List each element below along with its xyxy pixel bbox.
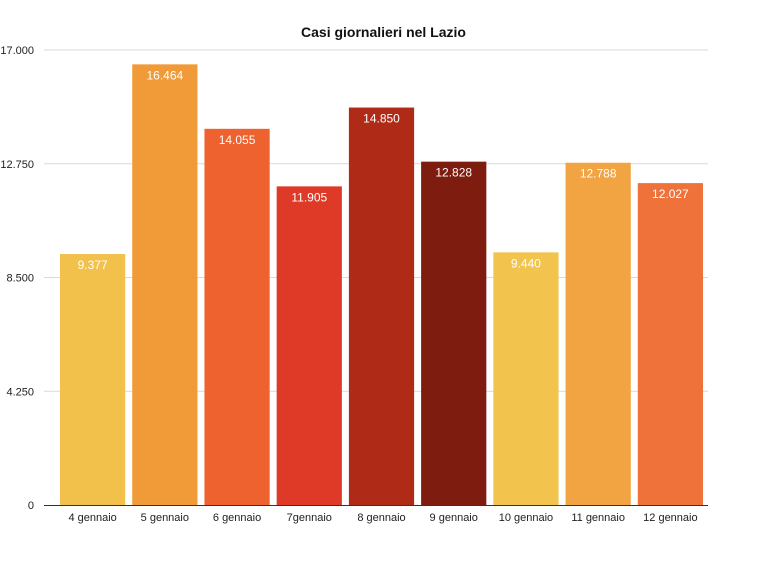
bar-value-label: 9.377	[78, 258, 108, 272]
y-tick-label: 12.750	[0, 159, 34, 171]
x-tick-label: 11 gennaio	[571, 512, 625, 524]
bar-value-label: 12.788	[580, 167, 617, 181]
bar	[565, 162, 631, 505]
x-tick-label: 9 gennaio	[430, 512, 478, 524]
y-tick-label: 8.500	[6, 273, 34, 285]
x-tick-label: 7gennaio	[287, 512, 332, 524]
chart-title: Casi giornalieri nel Lazio	[301, 24, 466, 40]
bar-value-label: 9.440	[511, 256, 541, 270]
bar	[204, 128, 270, 505]
bar	[493, 252, 559, 505]
bar-value-label: 16.464	[146, 68, 183, 82]
y-tick-label: 4.250	[6, 386, 34, 398]
bar-value-label: 14.850	[363, 112, 400, 126]
bar-value-label: 14.055	[219, 133, 256, 147]
bar	[132, 64, 198, 505]
x-tick-label: 5 gennaio	[141, 512, 189, 524]
x-tick-label: 8 gennaio	[357, 512, 405, 524]
y-tick-label: 17.000	[0, 45, 34, 57]
bar-value-label: 12.027	[652, 187, 689, 201]
bar	[421, 161, 487, 505]
bar	[637, 183, 703, 505]
x-tick-label: 10 gennaio	[499, 512, 553, 524]
bar	[60, 254, 126, 505]
bar	[276, 186, 342, 505]
x-tick-label: 6 gennaio	[213, 512, 261, 524]
bar-value-label: 12.828	[435, 166, 472, 180]
x-tick-label: 4 gennaio	[68, 512, 116, 524]
bar-value-label: 11.905	[291, 190, 327, 204]
x-tick-label: 12 gennaio	[643, 512, 697, 524]
y-tick-label: 0	[28, 500, 34, 512]
bar	[348, 107, 415, 505]
